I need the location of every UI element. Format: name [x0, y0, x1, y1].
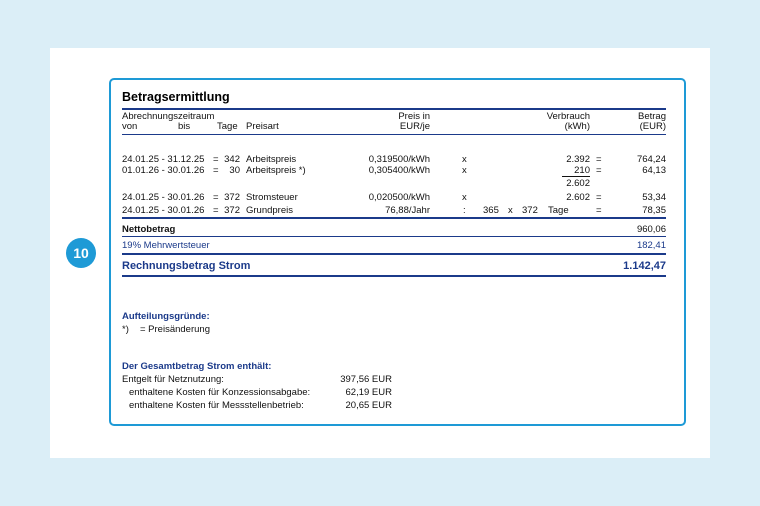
reasons-mark: *): [122, 324, 129, 335]
row-eq2: =: [596, 165, 602, 176]
contains-item-label: enthaltene Kosten für Konzessionsabgabe:: [129, 387, 311, 398]
row-eq: =: [213, 165, 219, 176]
row-consumption: 2.602: [566, 192, 590, 203]
netto-label: Nettobetrag: [122, 224, 176, 235]
contains-item-label: Entgelt für Netznutzung:: [122, 374, 224, 385]
contains-title: Der Gesamtbetrag Strom enthält:: [122, 361, 272, 372]
section-title: Betragsermittlung: [122, 90, 230, 104]
row-days: 30: [229, 165, 240, 176]
row-days-year: 365: [483, 205, 499, 216]
total-value: 1.142,47: [623, 260, 666, 272]
row-consumption: 2.392: [566, 154, 590, 165]
header-betrag-1: Betrag: [638, 111, 666, 122]
title-rule: [122, 108, 666, 110]
row-op: x: [462, 154, 467, 165]
contains-item-value: 397,56 EUR: [340, 374, 392, 385]
row-price: 76,88/Jahr: [385, 205, 430, 216]
total-label: Rechnungsbetrag Strom: [122, 260, 251, 272]
row-unit: Tage: [548, 205, 569, 216]
row-price: 0,305400/kWh: [368, 165, 430, 176]
header-von: von: [122, 121, 138, 132]
row-days: 372: [224, 192, 240, 203]
row-op: :: [463, 205, 466, 216]
invoice-frame: [109, 78, 686, 426]
header-bis: bis: [178, 121, 191, 132]
row-period: 24.01.25 - 30.01.26: [122, 205, 205, 216]
row-amount: 64,13: [642, 165, 666, 176]
row-op2: x: [508, 205, 513, 216]
step-badge: 10: [66, 238, 96, 268]
header-verbrauch-1: Verbrauch: [546, 111, 590, 122]
row-type: Arbeitspreis: [246, 154, 297, 165]
row-eq2: =: [596, 154, 602, 165]
header-preisart: Preisart: [246, 121, 279, 132]
mwst-value: 182,41: [636, 240, 666, 251]
reasons-title: Aufteilungsgründe:: [122, 311, 210, 322]
header-rule: [122, 134, 666, 135]
row-type: Stromsteuer: [246, 192, 298, 203]
netto-rule: [122, 236, 666, 237]
row-period: 01.01.26 - 30.01.26: [122, 165, 205, 176]
row-eq: =: [213, 192, 219, 203]
mwst-label: 19% Mehrwertsteuer: [122, 240, 210, 251]
reasons-text: = Preisänderung: [140, 324, 210, 335]
sum-rule: [562, 176, 590, 177]
header-betrag-2: (EUR): [639, 121, 666, 132]
row-eq: =: [213, 154, 219, 165]
header-preis-2: EUR/je: [399, 121, 430, 132]
header-period: Abrechnungszeitraum: [122, 111, 215, 122]
consumption-subtotal: 2.602: [566, 178, 590, 189]
row-consumption: 210: [574, 165, 590, 176]
contains-item-value: 62,19 EUR: [345, 387, 392, 398]
row-days: 372: [224, 205, 240, 216]
row-eq: =: [213, 205, 219, 216]
row-period: 24.01.25 - 30.01.26: [122, 192, 205, 203]
row-period: 24.01.25 - 31.12.25: [122, 154, 205, 165]
row-price: 0,020500/kWh: [368, 192, 430, 203]
mwst-rule: [122, 253, 666, 255]
row-amount: 78,35: [642, 205, 666, 216]
header-preis-1: Preis in: [398, 111, 430, 122]
row-type: Arbeitspreis *): [246, 165, 306, 176]
row-eq2: =: [596, 205, 602, 216]
row-op: x: [462, 192, 467, 203]
row-eq2: =: [596, 192, 602, 203]
row-amount: 53,34: [642, 192, 666, 203]
total-rule: [122, 275, 666, 277]
contains-item-value: 20,65 EUR: [345, 400, 392, 411]
rows-rule: [122, 217, 666, 219]
row-type: Grundpreis: [246, 205, 293, 216]
contains-item-label: enthaltene Kosten für Messstellenbetrieb…: [129, 400, 304, 411]
row-days-billed: 372: [522, 205, 538, 216]
row-price: 0,319500/kWh: [368, 154, 430, 165]
row-days: 342: [224, 154, 240, 165]
netto-value: 960,06: [636, 224, 666, 235]
header-verbrauch-2: (kWh): [564, 121, 590, 132]
header-tage: Tage: [217, 121, 238, 132]
row-op: x: [462, 165, 467, 176]
row-amount: 764,24: [636, 154, 666, 165]
